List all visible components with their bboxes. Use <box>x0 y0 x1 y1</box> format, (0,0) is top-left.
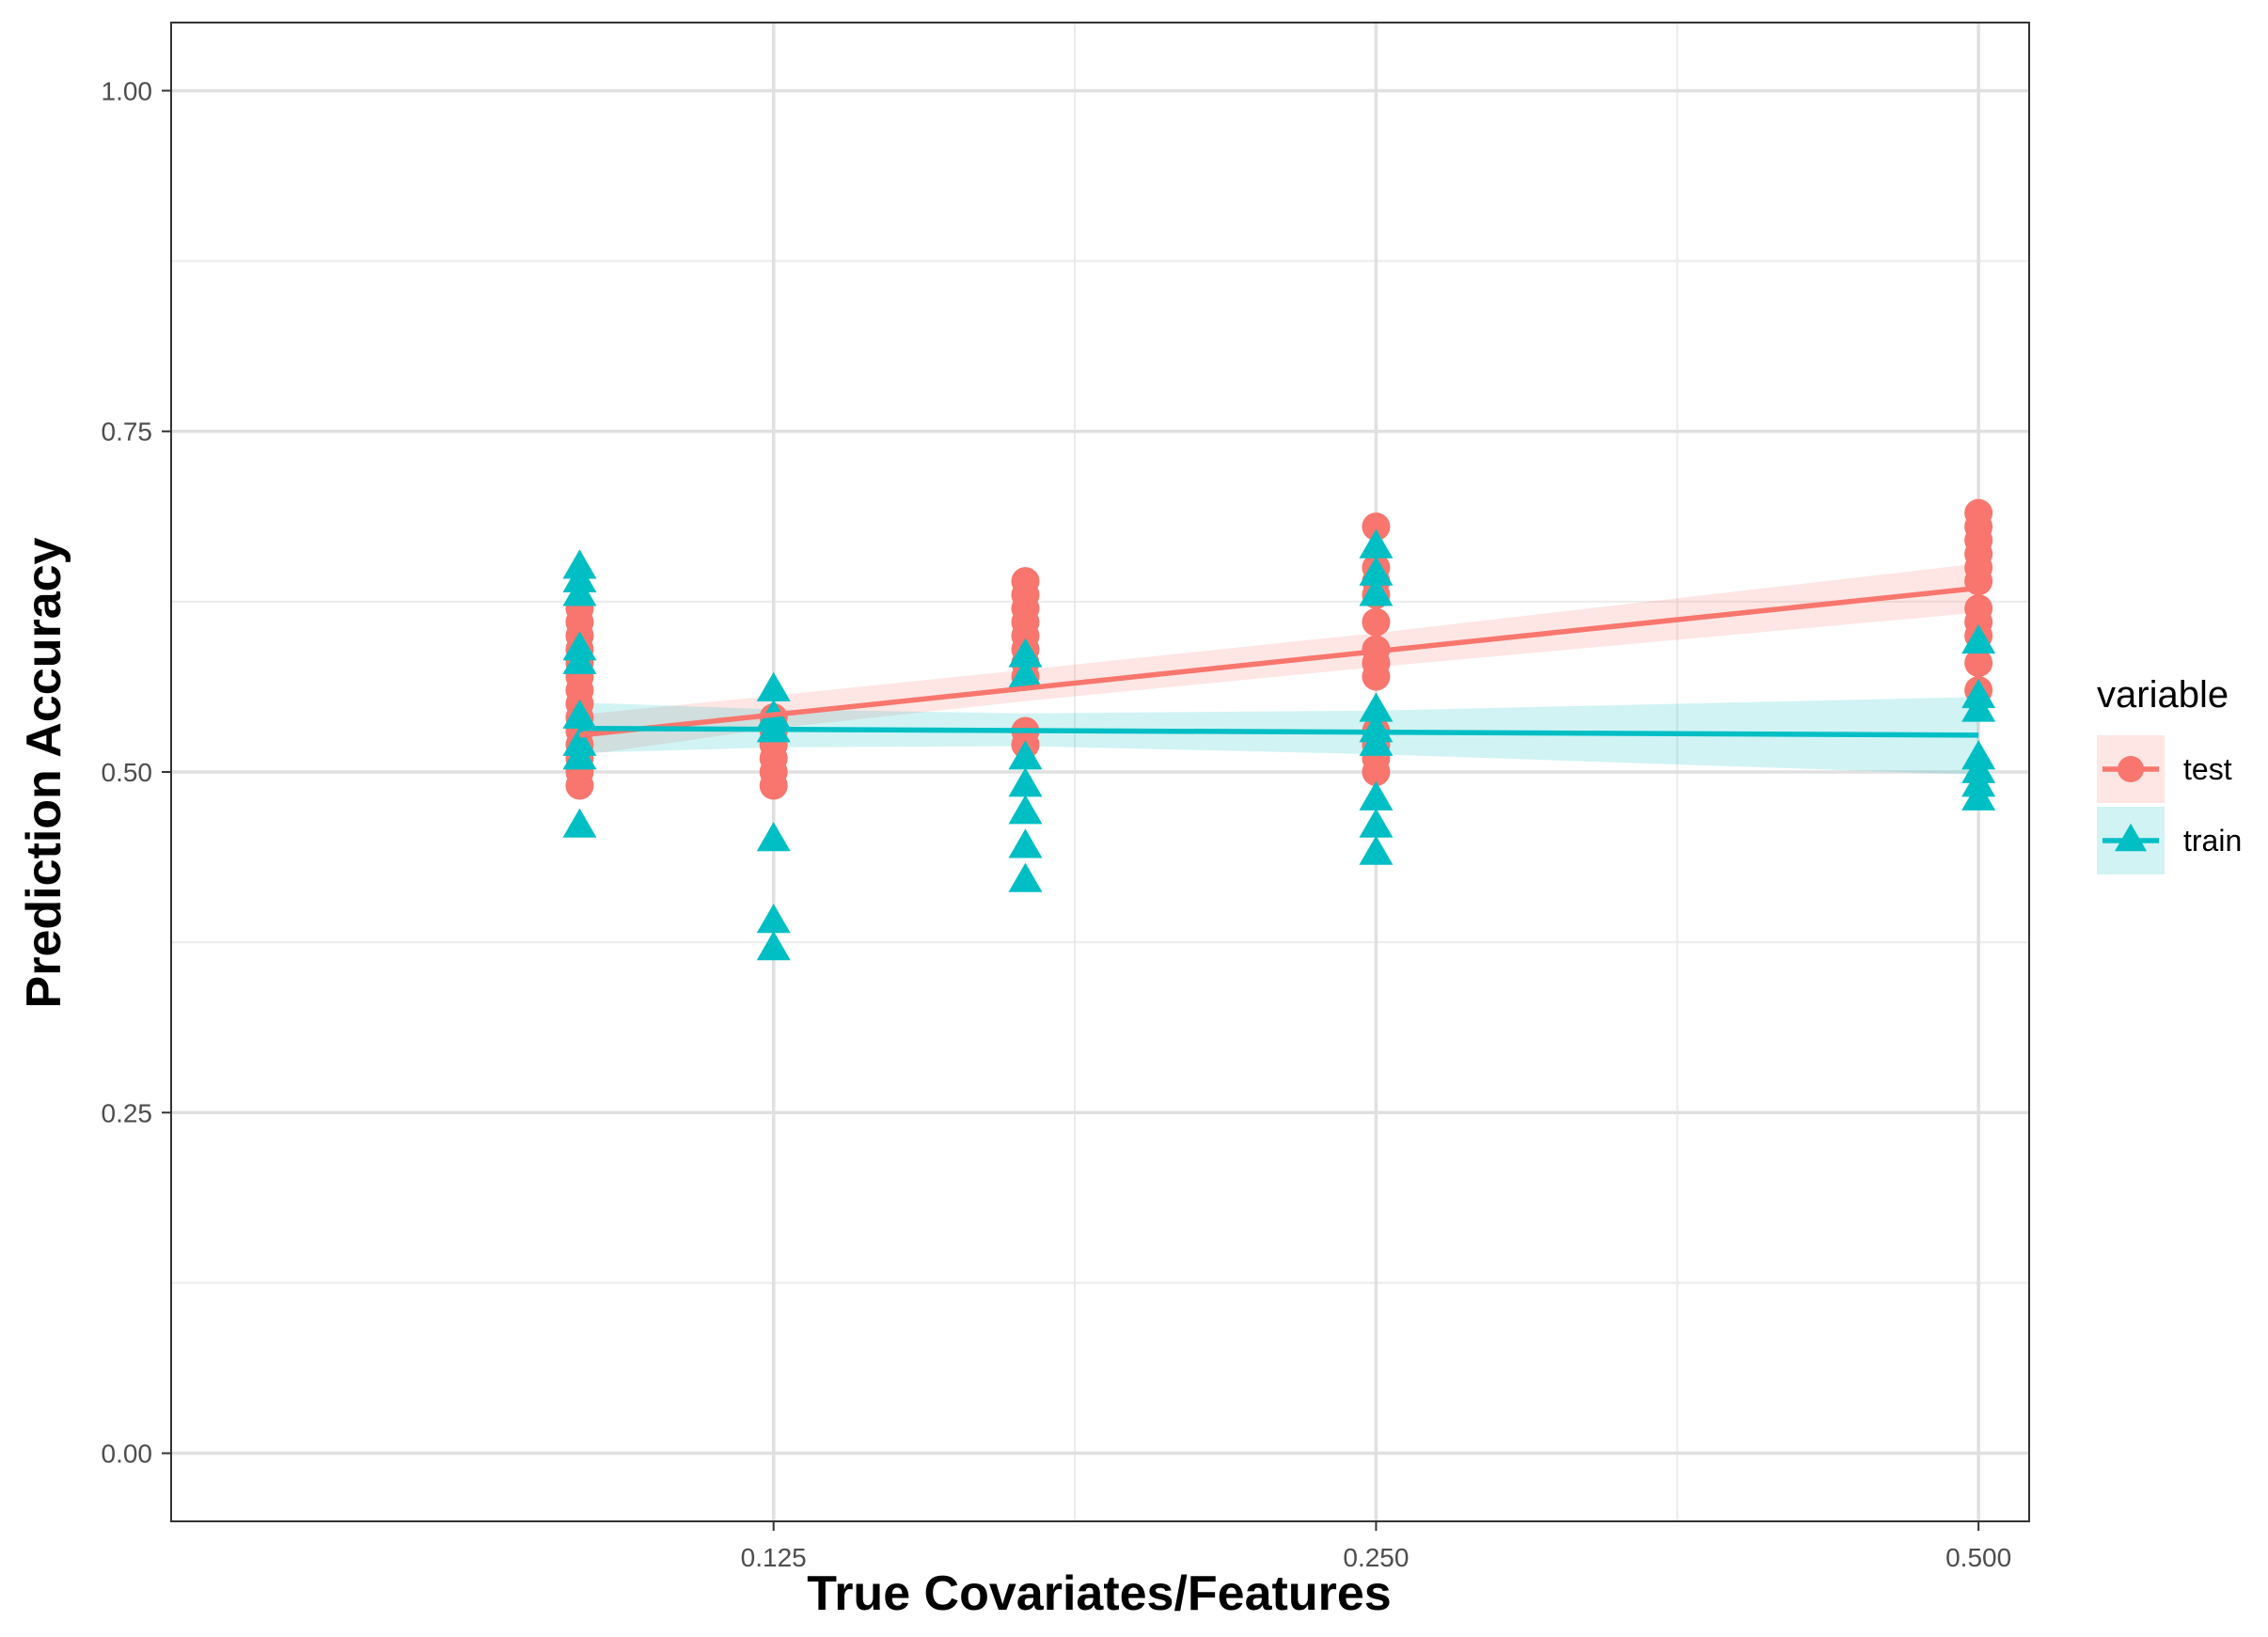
test-trend-line <box>579 585 1979 738</box>
train-confidence-band <box>579 697 1979 775</box>
axes: 0.00 0.25 0.50 0.75 1.00 0.125 0.250 0.500 <box>102 76 2012 1572</box>
legend-item-train: train <box>2097 807 2242 874</box>
train-point <box>1359 780 1394 811</box>
legend: variable test train <box>2097 674 2242 874</box>
x-tick-label: 0.500 <box>1945 1543 2011 1572</box>
y-tick-label: 0.25 <box>102 1098 153 1127</box>
train-trend-line <box>579 725 1979 738</box>
y-tick-label: 0.00 <box>102 1440 153 1469</box>
test-point <box>1964 649 1993 678</box>
train-point <box>1359 808 1394 838</box>
legend-marker-train <box>2115 823 2147 852</box>
y-tick-label: 1.00 <box>102 76 153 105</box>
test-point <box>1964 594 1993 623</box>
legend-label-test: test <box>2183 752 2232 786</box>
x-axis-title: True Covariates/Features <box>807 1566 1391 1621</box>
test-point <box>1362 512 1391 542</box>
train-point <box>1008 795 1043 825</box>
x-tick-label: 0.125 <box>741 1543 807 1572</box>
trend-lines <box>579 585 1979 738</box>
train-point <box>756 671 791 701</box>
train-point <box>1008 740 1043 770</box>
train-point <box>756 904 791 934</box>
train-point <box>756 931 791 961</box>
test-point <box>1964 498 1993 527</box>
legend-marker-test <box>2118 756 2144 782</box>
test-point <box>1362 607 1391 637</box>
train-point <box>562 699 597 729</box>
test-point <box>1011 567 1040 596</box>
train-point <box>1961 678 1996 709</box>
train-point <box>1008 862 1043 892</box>
train-point <box>562 549 597 579</box>
train-point <box>1008 658 1043 688</box>
train-point <box>1359 692 1394 722</box>
train-point <box>1359 528 1394 559</box>
train-point <box>562 631 597 661</box>
y-axis-title: Prediction Accuracy <box>17 537 71 1008</box>
train-point <box>1961 740 1996 770</box>
train-point <box>1008 637 1043 668</box>
train-point <box>1359 576 1394 606</box>
train-point <box>562 726 597 756</box>
train-point <box>1008 828 1043 858</box>
train-point <box>1359 835 1394 865</box>
train-point <box>756 822 791 852</box>
y-tick-label: 0.75 <box>102 417 153 447</box>
data-points <box>562 498 1996 961</box>
train-point <box>562 808 597 838</box>
train-point <box>1008 767 1043 797</box>
y-tick-label: 0.50 <box>102 758 153 787</box>
train-point <box>1359 713 1394 743</box>
legend-title: variable <box>2097 674 2229 716</box>
legend-item-test: test <box>2097 735 2232 803</box>
x-tick-label: 0.250 <box>1343 1543 1409 1572</box>
legend-label-train: train <box>2183 824 2242 858</box>
train-point <box>1359 556 1394 586</box>
train-point <box>1961 624 1996 654</box>
